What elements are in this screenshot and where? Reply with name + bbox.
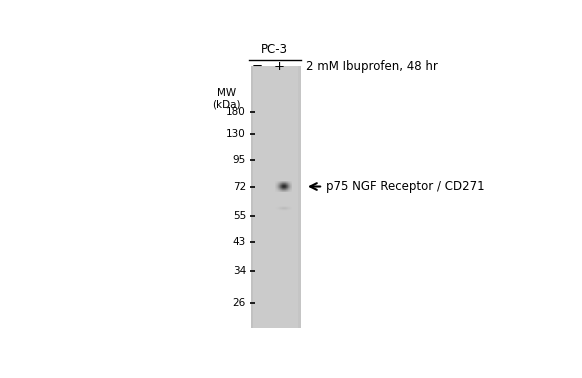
Text: 95: 95 — [233, 155, 246, 165]
Text: PC-3: PC-3 — [261, 43, 288, 56]
Bar — [251, 66, 300, 328]
Text: p75 NGF Receptor / CD271: p75 NGF Receptor / CD271 — [327, 180, 485, 193]
Text: 26: 26 — [233, 298, 246, 308]
Bar — [251, 66, 253, 328]
Text: 34: 34 — [233, 266, 246, 276]
Text: −: − — [251, 60, 262, 73]
Text: +: + — [274, 60, 285, 73]
Text: MW
(kDa): MW (kDa) — [212, 88, 240, 109]
Text: 180: 180 — [226, 107, 246, 117]
Text: 130: 130 — [226, 129, 246, 139]
Text: 55: 55 — [233, 211, 246, 221]
Text: 43: 43 — [233, 237, 246, 247]
Text: 2 mM Ibuprofen, 48 hr: 2 mM Ibuprofen, 48 hr — [306, 60, 438, 73]
Text: 72: 72 — [233, 181, 246, 192]
Bar — [299, 66, 300, 328]
